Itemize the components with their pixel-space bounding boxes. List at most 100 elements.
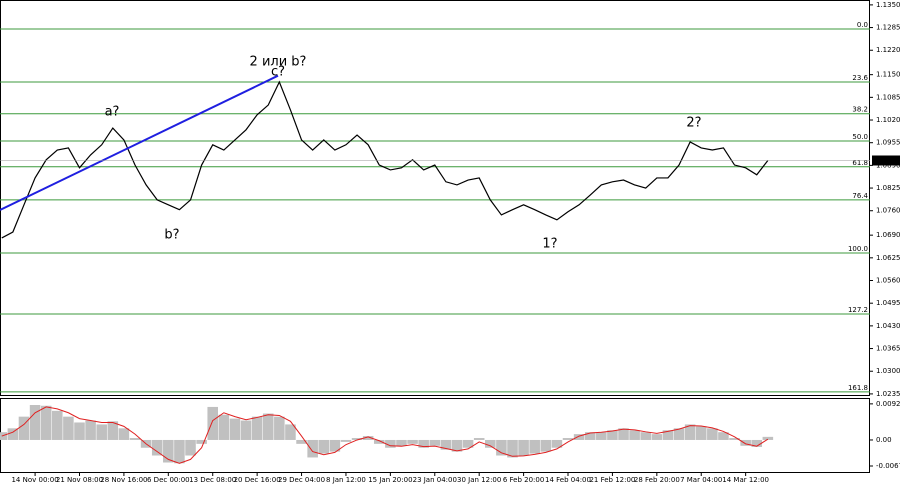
wave-label: c?: [271, 65, 285, 80]
signal-line: [1, 406, 769, 464]
y-tick-label: 1.1220: [876, 46, 900, 54]
wave-label: b?: [164, 228, 179, 243]
macd-bar: [751, 439, 763, 447]
macd-bar: [684, 424, 696, 440]
macd-pane: [0, 398, 870, 473]
macd-bar: [396, 439, 407, 446]
x-tick-label: 15 Jan 20:00: [368, 476, 412, 484]
macd-bar: [0, 432, 8, 440]
y-tick-label: 1.1350: [876, 1, 900, 9]
macd-bar: [63, 416, 74, 440]
macd-bar: [562, 438, 574, 440]
fib-level-label: 127.2: [848, 306, 868, 314]
y-tick-label: 1.0495: [876, 299, 900, 307]
macd-bar: [584, 432, 596, 440]
macd-bar: [285, 424, 296, 440]
macd-bar: [196, 439, 207, 444]
macd-bar: [318, 439, 330, 454]
macd-bar: [274, 416, 285, 440]
macd-bar: [629, 430, 640, 440]
macd-bar: [129, 438, 141, 440]
fib-level-label: 23.6: [852, 74, 868, 82]
macd-bar: [529, 439, 540, 454]
y-tick-label: 1.0365: [876, 345, 900, 353]
macd-bar: [740, 439, 751, 446]
macd-bar: [29, 404, 41, 440]
macd-bar: [296, 439, 307, 444]
macd-bar: [695, 426, 707, 440]
macd-bar: [407, 439, 418, 444]
macd-bar: [229, 418, 241, 440]
last-price-label: 1.0904: [874, 156, 899, 164]
macd-bar: [385, 439, 396, 448]
macd-bar: [540, 439, 552, 452]
y-tick-label: 1.0955: [876, 139, 900, 147]
macd-bar: [307, 439, 318, 458]
macd-bar: [74, 422, 85, 440]
x-tick-label: 28 Nov 16:00: [100, 476, 147, 484]
macd-bar: [107, 421, 119, 440]
macd-bar: [362, 436, 374, 440]
macd-bar: [351, 438, 363, 440]
macd-bar: [40, 405, 52, 440]
macd-bar: [473, 438, 485, 440]
macd-bar: [618, 428, 629, 440]
x-tick-label: 13 Dec 08:00: [189, 476, 236, 484]
fib-level-label: 38.2: [852, 106, 868, 114]
macd-bar: [174, 439, 185, 464]
macd-bar: [440, 439, 452, 450]
y-tick-label: 0.00: [876, 436, 892, 444]
macd-bar: [96, 424, 107, 440]
macd-bar: [151, 439, 163, 456]
x-tick-label: 14 Feb 04:00: [545, 476, 591, 484]
y-tick-label: 1.1085: [876, 93, 900, 101]
y-tick-label: 1.0625: [876, 254, 900, 262]
y-tick-label: 1.0825: [876, 184, 900, 192]
y-tick-label: 0.00929: [876, 400, 900, 408]
y-tick-label: 1.1020: [876, 116, 900, 124]
macd-bar: [451, 439, 463, 452]
y-tick-label: -0.0067: [876, 462, 900, 470]
x-tick-label: 29 Dec 04:00: [278, 476, 325, 484]
macd-bar: [163, 439, 174, 463]
macd-bar: [218, 414, 230, 440]
macd-bar: [52, 410, 63, 440]
y-tick-label: 1.1285: [876, 24, 900, 32]
macd-bar: [185, 439, 196, 456]
x-tick-label: 28 Feb 20:00: [634, 476, 680, 484]
macd-bar: [573, 434, 585, 440]
macd-bar: [551, 439, 563, 448]
fib-level-label: 100.0: [848, 245, 868, 253]
macd-bar: [707, 428, 718, 440]
macd-bar: [496, 439, 507, 456]
y-tick-label: 1.0690: [876, 231, 900, 239]
last-price-box: [872, 155, 900, 166]
x-tick-label: 20 Dec 16:00: [234, 476, 281, 484]
macd-bar: [507, 439, 518, 458]
fib-level-label: 161.8: [848, 384, 868, 392]
macd-bar: [673, 428, 685, 440]
x-tick-label: 6 Feb 20:00: [503, 476, 544, 484]
x-tick-label: 14 Nov 00:00: [11, 476, 58, 484]
macd-bar: [518, 439, 529, 456]
macd-bar: [251, 416, 263, 440]
y-tick-label: 1.0300: [876, 367, 900, 375]
macd-bar: [340, 439, 352, 442]
macd-bar: [118, 428, 130, 440]
wave-label: a?: [105, 105, 120, 120]
macd-bar: [718, 432, 729, 440]
x-tick-label: 7 Mar 04:00: [680, 476, 722, 484]
y-tick-label: 1.1150: [876, 71, 900, 79]
macd-bar: [607, 430, 618, 440]
price-line: [1, 80, 769, 239]
macd-bar: [262, 413, 274, 440]
wave-label: 1?: [542, 237, 557, 252]
macd-bar: [640, 432, 652, 440]
x-tick-label: 8 Jan 12:00: [326, 476, 366, 484]
price-pane: [0, 0, 870, 396]
macd-bar: [329, 439, 341, 452]
macd-bar: [240, 420, 252, 440]
wave-label: 2 или b?: [250, 55, 307, 70]
y-tick-label: 1.0235: [876, 390, 900, 398]
